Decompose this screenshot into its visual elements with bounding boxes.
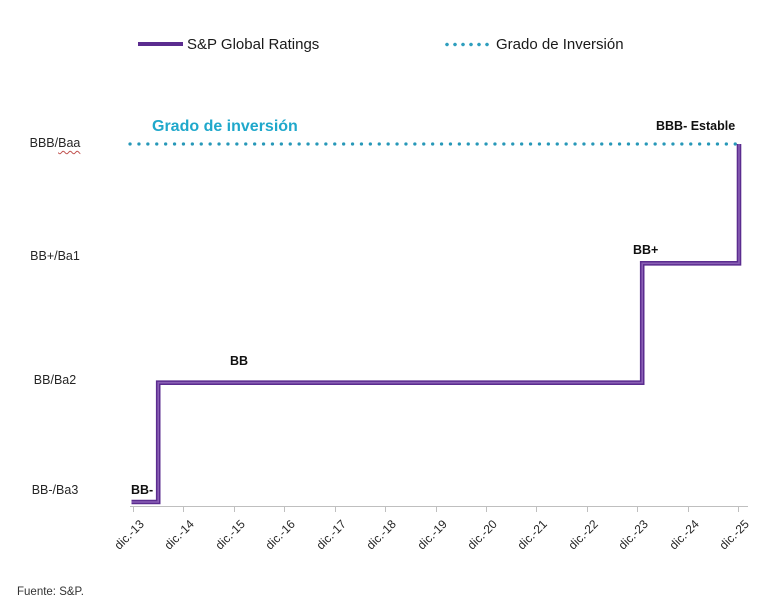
sp-ratings-line [131, 144, 742, 505]
x-axis-tick [385, 507, 387, 512]
y-axis-label: BB+/Ba1 [30, 249, 80, 263]
legend-item-investment-grade: Grado de Inversión [443, 34, 624, 54]
annotation-bbb-minus-estable: BBB- Estable [656, 119, 736, 133]
legend-label-sp-ratings: S&P Global Ratings [187, 35, 320, 53]
source-note: Fuente: S&P. [17, 586, 84, 598]
x-axis-tick [334, 507, 336, 512]
y-axis-label: BBB/Baa [29, 136, 81, 150]
x-axis-tick [233, 507, 235, 512]
y-axis-label: BB-/Ba3 [31, 483, 79, 497]
annotation-bb: BB [230, 354, 249, 368]
x-axis-tick [637, 507, 639, 512]
x-axis-tick [536, 507, 538, 512]
legend-item-sp-ratings: S&P Global Ratings [138, 34, 319, 54]
annotation-bb-plus: BB+ [633, 243, 659, 257]
legend-label-investment-grade: Grado de Inversión [496, 35, 624, 53]
x-axis-tick [183, 507, 185, 512]
x-axis-tick [435, 507, 437, 512]
annotation-bb-minus: BB- [131, 483, 154, 497]
x-axis-tick [738, 507, 739, 512]
y-axis-label: BB/Ba2 [33, 373, 77, 387]
sp-ratings-line-highlight [131, 144, 740, 503]
x-axis-tick [687, 507, 689, 512]
x-axis-tick [133, 507, 134, 512]
investment-grade-dots-swatch-icon [443, 41, 492, 47]
x-axis-tick [485, 507, 487, 512]
x-axis-tick [586, 507, 588, 512]
investment-grade-title: Grado de inversión [152, 118, 298, 135]
sp-line-swatch-icon [138, 42, 183, 46]
x-axis-line [130, 506, 748, 507]
x-axis-tick [284, 507, 286, 512]
